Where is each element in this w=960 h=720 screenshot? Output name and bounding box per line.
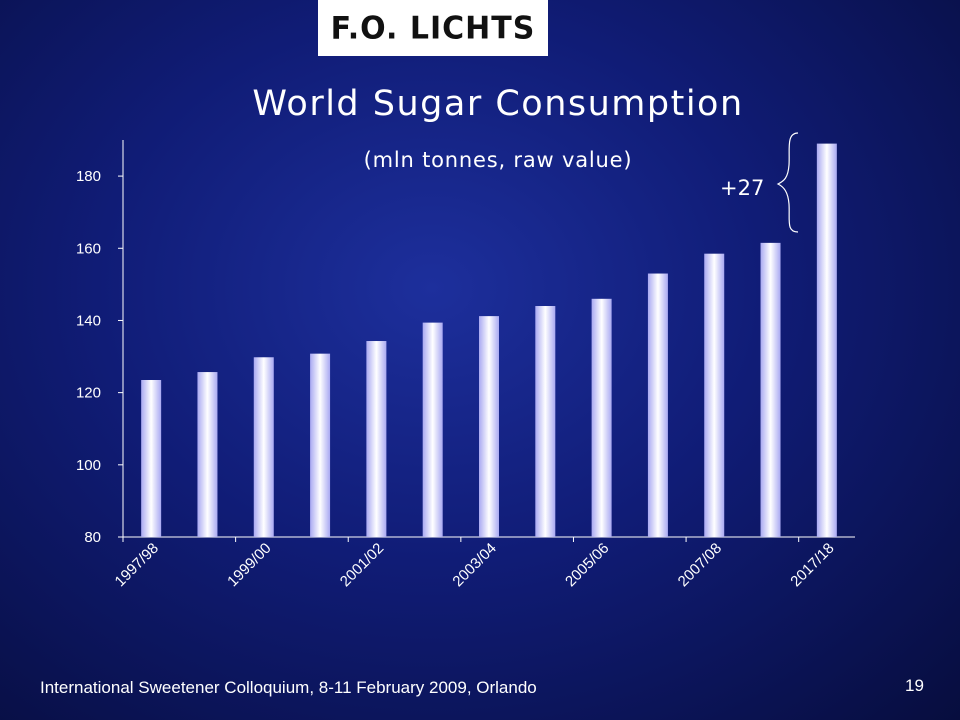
bar: [197, 372, 218, 537]
x-tick-label: 2001/02: [337, 540, 387, 590]
bar: [816, 143, 837, 538]
bar: [704, 253, 725, 537]
logo-text: F.O. LICHTS: [330, 9, 536, 47]
bar: [647, 273, 668, 537]
bar: [310, 353, 331, 537]
bar: [760, 242, 781, 538]
y-tick-label: 120: [76, 385, 101, 402]
x-tick-label: 1997/98: [112, 540, 162, 590]
increase-annotation: +27: [720, 176, 765, 200]
bar: [479, 316, 499, 537]
bar: [591, 298, 612, 537]
chart-bars: [141, 143, 837, 538]
bar: [253, 357, 274, 537]
x-tick-label: 1999/00: [224, 540, 274, 590]
brace-annotation: [776, 132, 799, 233]
fo-lichts-logo: F.O. LICHTS: [318, 0, 548, 56]
bar: [141, 380, 162, 537]
bar: [366, 341, 387, 537]
bar: [422, 322, 443, 537]
y-tick-label: 140: [76, 312, 101, 329]
footer-text: International Sweetener Colloquium, 8-11…: [40, 678, 537, 697]
chart-title: World Sugar Consumption: [252, 84, 744, 124]
y-tick-label: 80: [84, 529, 101, 546]
chart-subtitle: (mln tonnes, raw value): [363, 148, 633, 172]
y-tick-label: 160: [76, 240, 101, 257]
y-tick-label: 100: [76, 457, 101, 474]
x-tick-label: 2017/18: [787, 540, 837, 590]
x-tick-label: 2003/04: [449, 540, 499, 590]
x-tick-label: 2005/06: [562, 540, 612, 590]
bar: [535, 306, 556, 537]
page-number: 19: [905, 676, 924, 695]
x-tick-label: 2007/08: [675, 540, 725, 590]
y-tick-label: 180: [76, 168, 101, 185]
